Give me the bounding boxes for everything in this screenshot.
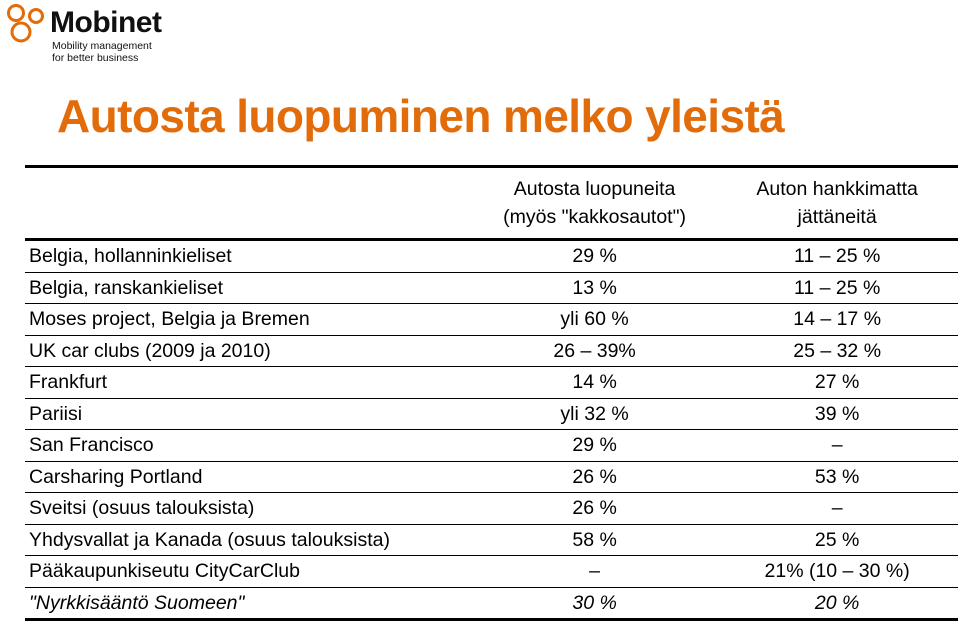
row-value-not-acquired: 53 % xyxy=(814,465,860,488)
row-value-given-up: 58 % xyxy=(572,528,617,551)
table-row: UK car clubs (2009 ja 2010) 26 – 39% 25 … xyxy=(25,335,958,367)
row-value-given-up: yli 32 % xyxy=(560,402,629,425)
row-value-given-up: 26 % xyxy=(572,465,617,488)
row-value-given-up: 29 % xyxy=(572,434,617,457)
row-value-not-acquired: 11 – 25 % xyxy=(793,276,881,299)
row-value-given-up: – xyxy=(589,560,600,583)
header-empty-cell xyxy=(25,167,473,240)
row-value-given-up: 30 % xyxy=(572,591,617,614)
row-value-not-acquired: 25 % xyxy=(814,528,860,551)
table-row: Moses project, Belgia ja Bremen yli 60 %… xyxy=(25,304,958,335)
row-label: UK car clubs (2009 ja 2010) xyxy=(29,339,271,362)
row-value-given-up: 13 % xyxy=(572,276,617,299)
table-row: Yhdysvallat ja Kanada (osuus talouksista… xyxy=(25,524,958,556)
row-label: Carsharing Portland xyxy=(29,465,203,488)
row-value-given-up: 26 – 39% xyxy=(553,339,636,362)
row-value-given-up: 29 % xyxy=(572,245,617,268)
three-circles-logo-icon xyxy=(7,4,44,43)
table-row: San Francisco 29 % – xyxy=(25,430,958,461)
header-cars-given-up-line-2: (myös "kakkosautot") xyxy=(503,206,687,228)
row-value-not-acquired: 27 % xyxy=(814,371,860,394)
table-row: Sveitsi (osuus talouksista) 26 % – xyxy=(25,493,958,524)
row-label: Frankfurt xyxy=(29,371,108,394)
row-value-not-acquired: 11 – 25 % xyxy=(793,245,881,268)
table-row: Belgia, hollanninkieliset 29 % 11 – 25 % xyxy=(25,240,958,272)
logo-tagline-line-2: for better business xyxy=(52,52,139,64)
header-cars-not-acquired: Auton hankkimatta jättäneitä xyxy=(716,167,958,240)
row-value-given-up: 14 % xyxy=(572,371,617,394)
logo-name: Mobinet xyxy=(50,6,162,39)
row-label: Moses project, Belgia ja Bremen xyxy=(29,308,310,331)
table-row: Carsharing Portland 26 % 53 % xyxy=(25,461,958,493)
row-value-not-acquired: – xyxy=(831,434,843,457)
row-value-not-acquired: – xyxy=(831,497,843,520)
row-label: Belgia, hollanninkieliset xyxy=(29,245,232,268)
table-row: Pääkaupunkiseutu CityCarClub – 21% (10 –… xyxy=(25,556,958,587)
header-cars-not-acquired-line-2: jättäneitä xyxy=(797,206,877,228)
header-cars-given-up: Autosta luopuneita (myös "kakkosautot") xyxy=(473,167,716,240)
table-row: Pariisi yli 32 % 39 % xyxy=(25,398,958,430)
logo-tagline: Mobility management for better business xyxy=(52,40,152,64)
row-value-given-up: yli 60 % xyxy=(560,308,629,331)
table-header-row: Autosta luopuneita (myös "kakkosautot") … xyxy=(25,166,958,240)
logo-tagline-line-1: Mobility management xyxy=(52,40,152,52)
comparison-table: Autosta luopuneita (myös "kakkosautot") … xyxy=(25,165,958,621)
table-row: Frankfurt 14 % 27 % xyxy=(25,367,958,398)
row-label: Belgia, ranskankieliset xyxy=(29,276,224,299)
row-value-not-acquired: 21% (10 – 30 %) xyxy=(764,560,910,583)
header-cars-given-up-line-1: Autosta luopuneita xyxy=(513,178,676,200)
company-logo: Mobinet Mobility management for better b… xyxy=(6,4,196,64)
page-title: Autosta luopuminen melko yleistä xyxy=(57,90,785,142)
row-label: "Nyrkkisääntö Suomeen" xyxy=(29,591,245,614)
row-label: Pariisi xyxy=(29,402,83,425)
row-value-not-acquired: 39 % xyxy=(814,402,860,425)
header-cars-not-acquired-line-1: Auton hankkimatta xyxy=(756,178,918,200)
row-value-not-acquired: 20 % xyxy=(814,591,860,614)
row-label: Sveitsi (osuus talouksista) xyxy=(29,497,255,520)
table-row: Belgia, ranskankieliset 13 % 11 – 25 % xyxy=(25,272,958,304)
row-label: San Francisco xyxy=(29,434,154,457)
table-row: "Nyrkkisääntö Suomeen" 30 % 20 % xyxy=(25,587,958,620)
row-label: Yhdysvallat ja Kanada (osuus talouksista… xyxy=(29,528,390,551)
row-value-not-acquired: 25 – 32 % xyxy=(793,339,882,362)
row-value-given-up: 26 % xyxy=(572,497,617,520)
row-label: Pääkaupunkiseutu CityCarClub xyxy=(29,560,300,583)
row-value-not-acquired: 14 – 17 % xyxy=(793,308,882,331)
